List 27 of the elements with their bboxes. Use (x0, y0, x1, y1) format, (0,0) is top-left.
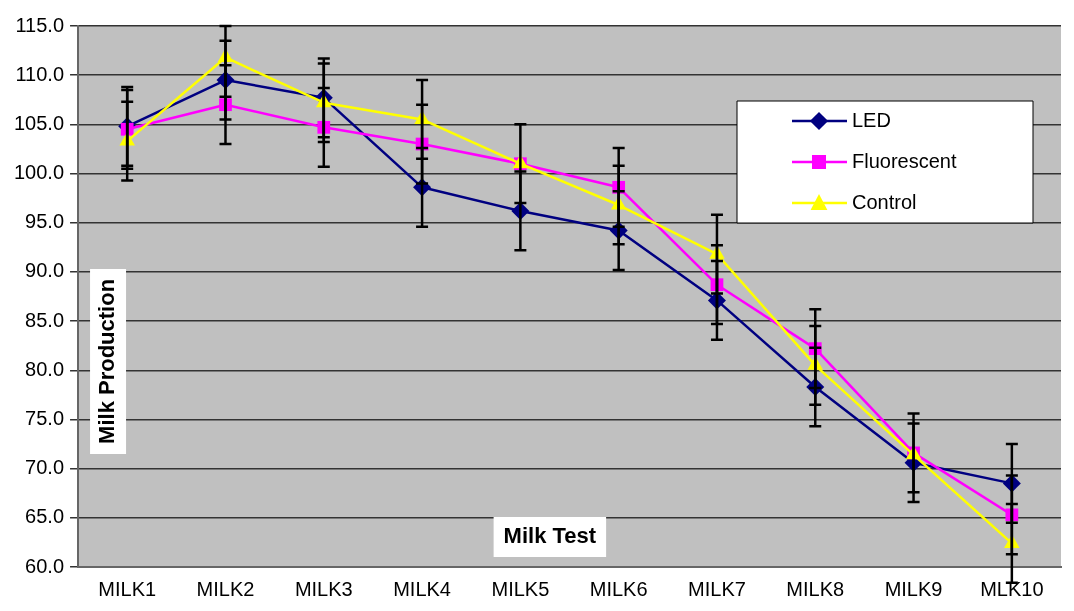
y-tick-label: 105.0 (13, 111, 65, 134)
y-tick-label: 85.0 (25, 308, 65, 331)
y-tick-label: 100.0 (13, 161, 65, 184)
y-tick-label: 110.0 (15, 62, 65, 85)
y-tick-label: 60.0 (25, 554, 65, 577)
x-tick-label: MILK2 (196, 577, 255, 600)
y-tick-label: 90.0 (25, 259, 65, 282)
x-tick-label: MILK9 (884, 577, 943, 600)
x-tick-label: MILK8 (786, 577, 845, 600)
y-tick-label: 80.0 (25, 357, 65, 380)
x-tick-label: MILK4 (393, 577, 451, 600)
x-tick-label: MILK7 (688, 577, 746, 600)
y-axis-title: Milk Production (94, 278, 120, 444)
x-tick-label: MILK3 (294, 577, 353, 600)
x-tick-label: MILK6 (589, 577, 648, 600)
y-tick-label: 95.0 (25, 210, 65, 233)
y-tick-label: 70.0 (25, 456, 65, 479)
legend-label: LED (852, 108, 891, 131)
legend-label: Fluorescent (852, 149, 957, 172)
x-tick-label: MILK5 (491, 577, 550, 600)
x-tick-label: MLK10 (980, 577, 1044, 600)
x-tick-label: MILK1 (98, 577, 157, 600)
legend-label: Control (852, 190, 917, 213)
y-tick-label: 65.0 (25, 505, 65, 528)
y-tick-label: 115.0 (15, 13, 65, 36)
y-tick-label: 75.0 (25, 406, 65, 429)
x-axis-title: Milk Test (503, 523, 597, 549)
